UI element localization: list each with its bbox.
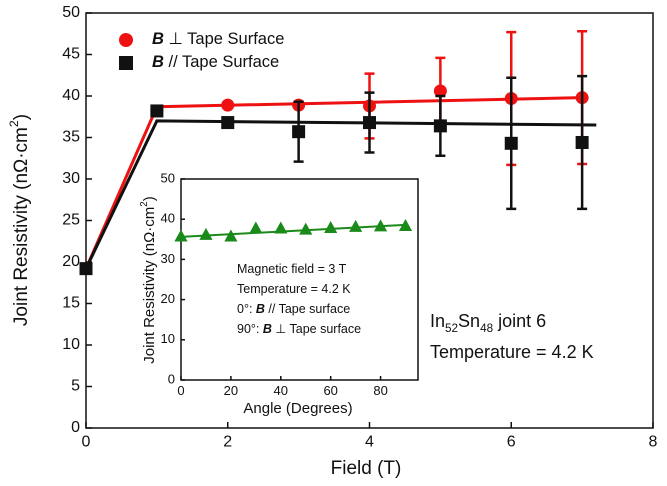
y-tick-label: 20 xyxy=(62,253,80,270)
text-part: 90°: xyxy=(237,322,263,336)
marker xyxy=(349,219,363,232)
x-tick-label: 4 xyxy=(365,434,374,451)
text-part: Sn xyxy=(458,311,480,331)
text-part: ) xyxy=(141,196,158,201)
text-part: // Tape Surface xyxy=(164,53,279,71)
y-tick-label: 20 xyxy=(161,291,175,306)
marker xyxy=(504,136,518,150)
x-tick-label: 20 xyxy=(224,383,238,398)
annotation: Magnetic field = 3 T xyxy=(237,262,347,276)
text-part: // Tape surface xyxy=(265,302,350,316)
annotation: 90°: B ⊥ Tape surface xyxy=(237,322,361,336)
marker xyxy=(174,229,188,242)
text-part: Field (T) xyxy=(331,458,402,479)
plot-area xyxy=(180,178,419,381)
marker xyxy=(373,219,388,232)
text-part: ⊥ Tape surface xyxy=(272,322,361,336)
text-part: Angle (Degrees) xyxy=(243,400,352,417)
fit-line xyxy=(84,119,597,270)
marker xyxy=(575,135,589,149)
x-axis-label: Field (T) xyxy=(331,458,402,479)
annotation: 0°: B // Tape surface xyxy=(237,302,350,316)
marker xyxy=(249,221,263,234)
x-tick-label: 8 xyxy=(649,434,658,451)
text-part: B xyxy=(152,30,164,48)
y-tick-label: 40 xyxy=(161,211,175,226)
x-tick-label: 6 xyxy=(507,434,516,451)
marker xyxy=(221,98,235,112)
y-tick-label: 50 xyxy=(62,4,80,21)
marker xyxy=(274,221,288,234)
text-part: 52 xyxy=(445,322,458,335)
y-tick-label: 5 xyxy=(71,378,80,395)
text-part: joint 6 xyxy=(493,311,546,331)
x-tick-label: 2 xyxy=(223,434,232,451)
text-part: Joint Resistivity (nΩ·cm xyxy=(11,127,32,326)
y-tick-label: 0 xyxy=(71,419,80,436)
annotation: Temperature = 4.2 K xyxy=(237,282,351,296)
y-tick-label: 35 xyxy=(62,129,80,146)
y-tick-label: 10 xyxy=(161,331,175,346)
y-tick-label: 0 xyxy=(168,371,175,386)
legend-label: B ⊥ Tape Surface xyxy=(152,30,284,48)
y-tick-label: 50 xyxy=(161,170,175,185)
text-part: Temperature = 4.2 K xyxy=(237,282,351,296)
legend-label: B // Tape Surface xyxy=(152,53,279,71)
text-part: ) xyxy=(11,114,32,120)
text-part: Temperature = 4.2 K xyxy=(430,342,594,362)
marker xyxy=(221,116,235,130)
x-axis-label: Angle (Degrees) xyxy=(243,400,352,417)
marker xyxy=(224,229,238,242)
y-tick-label: 45 xyxy=(62,46,80,63)
marker xyxy=(433,119,447,133)
text-part: Joint Resistivity (nΩ·cm xyxy=(141,207,158,364)
marker xyxy=(324,221,338,234)
legend-marker xyxy=(119,56,133,70)
marker xyxy=(398,219,413,232)
text-part: 0°: xyxy=(237,302,256,316)
text-part: 48 xyxy=(480,322,493,335)
annotation: Temperature = 4.2 K xyxy=(430,342,594,362)
text-part: In xyxy=(430,311,445,331)
y-tick-label: 15 xyxy=(62,295,80,312)
y-tick-label: 40 xyxy=(62,87,80,104)
marker xyxy=(150,104,164,118)
marker xyxy=(299,222,313,235)
x-tick-label: 0 xyxy=(82,434,91,451)
y-tick-label: 30 xyxy=(62,170,80,187)
y-tick-label: 10 xyxy=(62,336,80,353)
marker xyxy=(292,125,306,139)
text-part: B xyxy=(263,322,272,336)
fit-line xyxy=(180,223,406,238)
x-tick-label: 0 xyxy=(177,383,184,398)
text-part: Magnetic field = 3 T xyxy=(237,262,347,276)
text-part: 2 xyxy=(139,201,150,206)
text-part: ⊥ Tape Surface xyxy=(164,30,284,48)
y-axis-label: Joint Resistivity (nΩ·cm2) xyxy=(139,196,158,364)
marker xyxy=(199,227,213,240)
y-axis-label: Joint Resistivity (nΩ·cm2) xyxy=(7,114,32,326)
text-part: B xyxy=(256,302,265,316)
text-part: 2 xyxy=(7,120,21,127)
marker xyxy=(433,84,447,98)
annotation: In52Sn48 joint 6 xyxy=(430,311,546,335)
marker xyxy=(363,116,376,130)
text-part: B xyxy=(152,53,164,71)
x-tick-label: 80 xyxy=(373,383,387,398)
y-tick-label: 25 xyxy=(62,212,80,229)
y-tick-label: 30 xyxy=(161,251,175,266)
x-tick-label: 40 xyxy=(274,383,288,398)
legend-marker xyxy=(119,33,133,47)
x-tick-label: 60 xyxy=(323,383,337,398)
marker xyxy=(79,262,93,276)
